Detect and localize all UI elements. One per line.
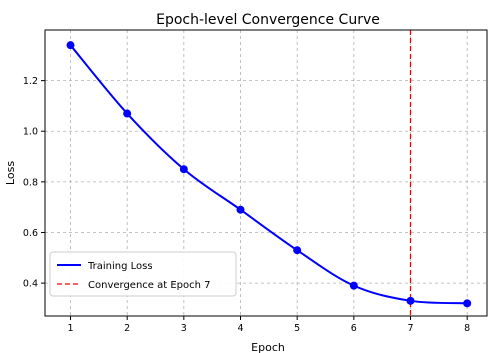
y-tick-label: 1.0 <box>23 127 38 138</box>
training-loss-point <box>236 205 245 214</box>
training-loss-point <box>293 246 302 255</box>
legend-box <box>49 251 237 297</box>
training-loss-point <box>463 299 472 308</box>
legend-label-convergence: Convergence at Epoch 7 <box>88 280 211 291</box>
x-tick-label: 3 <box>181 323 187 334</box>
y-tick-label: 0.4 <box>23 279 38 290</box>
legend: Training Loss Convergence at Epoch 7 <box>49 251 237 297</box>
x-tick-label: 8 <box>464 323 470 334</box>
x-tick-label: 1 <box>67 323 73 334</box>
y-tick-label: 0.6 <box>23 228 38 239</box>
x-axis-ticks: 1 2 3 4 5 6 7 8 <box>67 316 470 334</box>
x-tick-label: 4 <box>237 323 243 334</box>
y-tick-label: 1.2 <box>23 76 38 87</box>
series-layer <box>66 41 472 308</box>
y-axis-ticks: 0.4 0.6 0.8 1.0 1.2 <box>23 76 45 290</box>
y-axis-label: Loss <box>4 161 17 185</box>
plot-frame <box>44 29 488 317</box>
training-loss-point <box>349 281 358 290</box>
x-tick-label: 2 <box>124 323 130 334</box>
training-loss-point <box>406 296 415 305</box>
chart-title: Epoch-level Convergence Curve <box>156 12 380 28</box>
x-tick-label: 7 <box>407 323 413 334</box>
x-tick-label: 6 <box>351 323 357 334</box>
training-loss-point <box>66 41 75 50</box>
training-loss-point <box>179 165 188 174</box>
x-axis-label: Epoch <box>251 341 285 353</box>
x-tick-label: 5 <box>294 323 300 334</box>
legend-label-training-loss: Training Loss <box>87 261 153 272</box>
y-tick-label: 0.8 <box>23 177 38 188</box>
training-loss-point <box>123 109 132 118</box>
